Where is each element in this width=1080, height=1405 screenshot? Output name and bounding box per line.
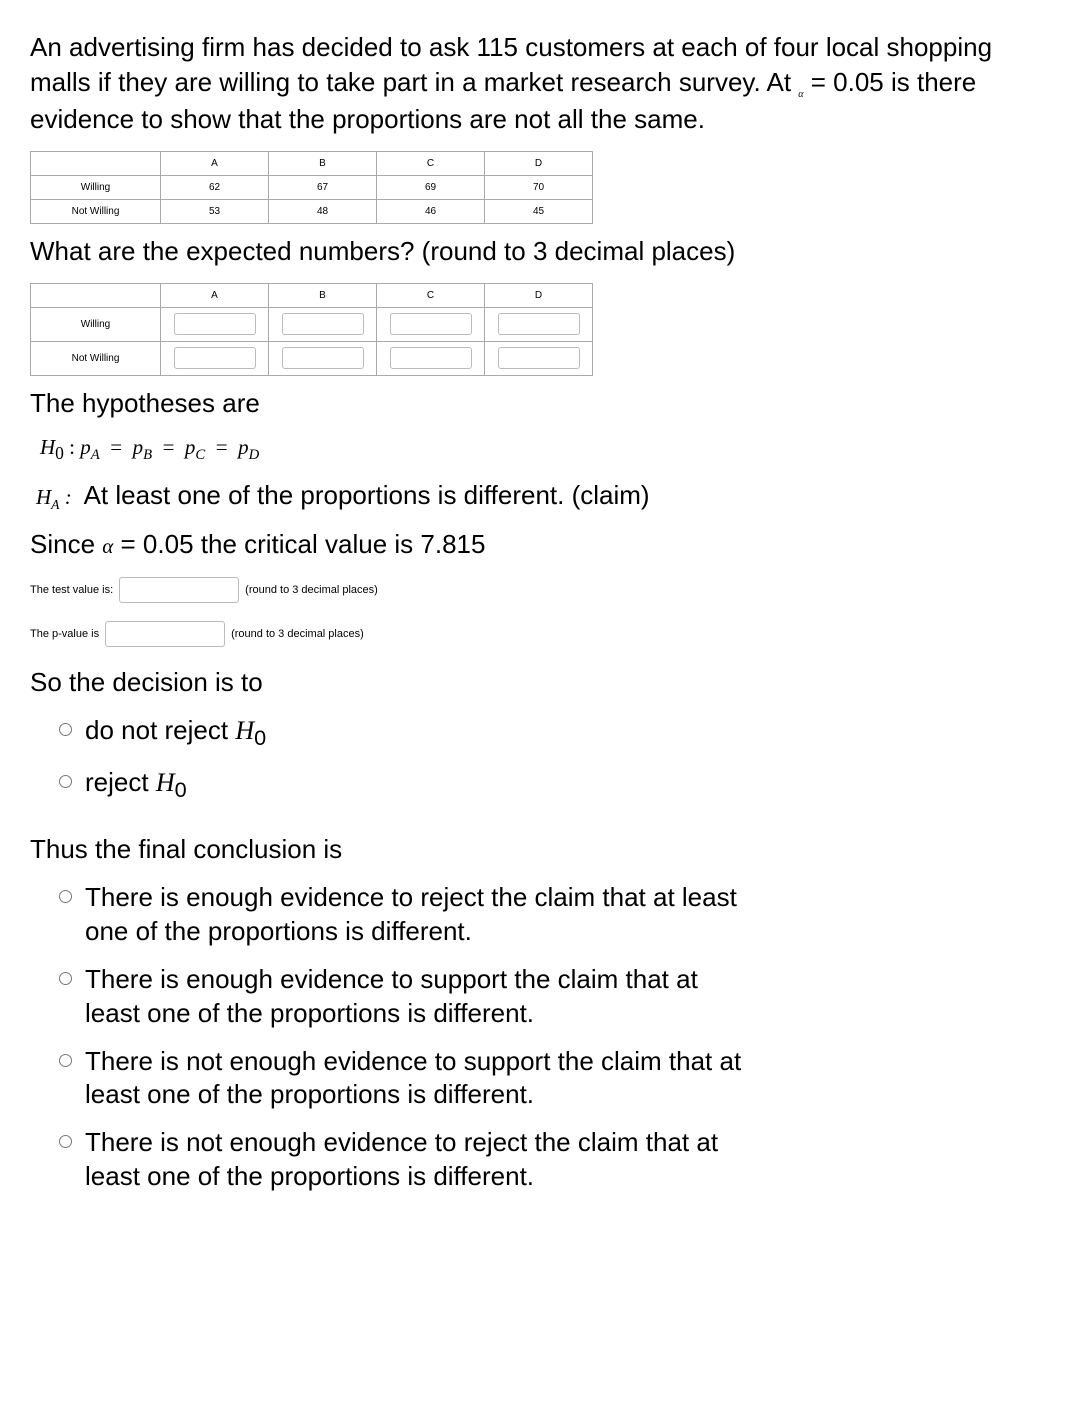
decision-text-2: reject H0 [85,766,187,804]
crit-post: = 0.05 the critical value is 7.815 [113,529,485,559]
obs-notwilling-d: 45 [485,199,593,223]
exp-row-notwilling-label: Not Willing [31,341,161,375]
conclusion-text-2: There is enough evidence to support the … [85,963,745,1031]
exp-col-c: C [377,283,485,307]
exp-willing-b-input[interactable] [282,313,364,335]
conclusion-text-1: There is enough evidence to reject the c… [85,881,745,949]
decision-text-1: do not reject H0 [85,714,266,752]
ha-text: At least one of the proportions is diffe… [84,480,650,510]
expected-blank-header [31,283,161,307]
alpha-symbol: α [102,534,113,558]
test-value-input[interactable] [119,577,239,603]
obs-notwilling-a: 53 [161,199,269,223]
obs-notwilling-b: 48 [269,199,377,223]
exp-col-d: D [485,283,593,307]
conclusion-heading: Thus the final conclusion is [30,832,1050,867]
expected-table: A B C D Willing Not Willing [30,283,593,376]
ha-lead: HA : [36,485,72,509]
exp-notwilling-d-input[interactable] [498,347,580,369]
conclusion-option-4: There is not enough evidence to reject t… [54,1126,1050,1194]
exp-notwilling-c-input[interactable] [390,347,472,369]
obs-row-notwilling: Not Willing 53 48 46 45 [31,199,593,223]
test-value-label: The test value is: [30,584,113,596]
test-round-note: (round to 3 decimal places) [245,584,378,596]
question-intro: An advertising firm has decided to ask 1… [30,30,1050,137]
exp-row-willing-label: Willing [31,307,161,341]
exp-row-willing: Willing [31,307,593,341]
observed-table: A B C D Willing 62 67 69 70 Not Willing … [30,151,593,224]
obs-notwilling-c: 46 [377,199,485,223]
obs-col-c: C [377,151,485,175]
conclusion-radio-2[interactable] [59,972,72,985]
expected-header-row: A B C D [31,283,593,307]
hypotheses-heading: The hypotheses are [30,386,1050,421]
conclusion-text-3: There is not enough evidence to support … [85,1045,745,1113]
conclusion-text-4: There is not enough evidence to reject t… [85,1126,745,1194]
obs-willing-d: 70 [485,175,593,199]
p-value-label: The p-value is [30,628,99,640]
exp-col-b: B [269,283,377,307]
conclusion-options: There is enough evidence to reject the c… [30,881,1050,1193]
obs-row-willing: Willing 62 67 69 70 [31,175,593,199]
decision-option-2: reject H0 [54,766,1050,804]
conclusion-option-3: There is not enough evidence to support … [54,1045,1050,1113]
obs-col-a: A [161,151,269,175]
obs-col-b: B [269,151,377,175]
exp-willing-a-input[interactable] [174,313,256,335]
decision-heading: So the decision is to [30,665,1050,700]
decision-radio-1[interactable] [59,723,72,736]
p-value-input[interactable] [105,621,225,647]
decision-option-1: do not reject H0 [54,714,1050,752]
obs-col-d: D [485,151,593,175]
decision-options: do not reject H0 reject H0 [30,714,1050,805]
pval-round-note: (round to 3 decimal places) [231,628,364,640]
obs-willing-c: 69 [377,175,485,199]
exp-willing-c-input[interactable] [390,313,472,335]
alt-hypothesis: HA : At least one of the proportions is … [36,480,1050,513]
null-hypothesis: H0 : pA = pB = pC = pD [40,435,1050,464]
obs-willing-a: 62 [161,175,269,199]
exp-willing-d-input[interactable] [498,313,580,335]
exp-col-a: A [161,283,269,307]
exp-notwilling-a-input[interactable] [174,347,256,369]
obs-row-notwilling-label: Not Willing [31,199,161,223]
critical-value-line: Since α = 0.05 the critical value is 7.8… [30,527,1050,562]
conclusion-option-1: There is enough evidence to reject the c… [54,881,1050,949]
observed-blank-header [31,151,161,175]
conclusion-radio-3[interactable] [59,1054,72,1067]
conclusion-radio-1[interactable] [59,890,72,903]
p-value-line: The p-value is (round to 3 decimal place… [30,621,1050,647]
expected-question: What are the expected numbers? (round to… [30,234,1050,269]
decision-radio-2[interactable] [59,775,72,788]
observed-header-row: A B C D [31,151,593,175]
exp-notwilling-b-input[interactable] [282,347,364,369]
test-value-line: The test value is: (round to 3 decimal p… [30,577,1050,603]
conclusion-radio-4[interactable] [59,1135,72,1148]
conclusion-option-2: There is enough evidence to support the … [54,963,1050,1031]
obs-willing-b: 67 [269,175,377,199]
crit-pre: Since [30,529,102,559]
exp-row-notwilling: Not Willing [31,341,593,375]
obs-row-willing-label: Willing [31,175,161,199]
